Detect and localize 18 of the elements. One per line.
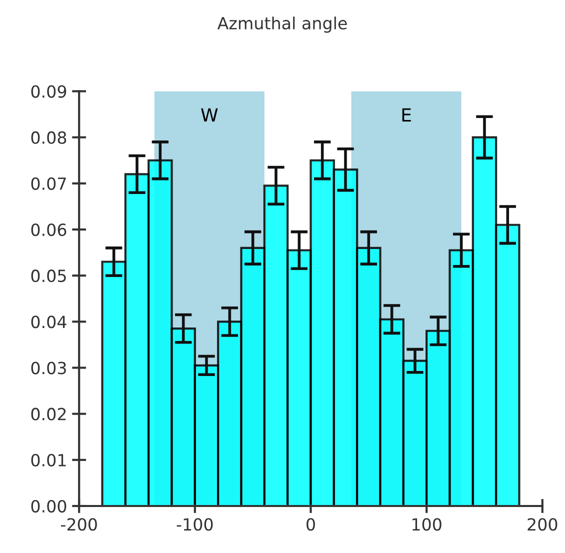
- x-tick-label: -200: [61, 518, 97, 531]
- chart-title: Azmuthal angle: [217, 16, 347, 33]
- x-tick-label: 100: [412, 518, 442, 531]
- y-tick-label: 0.08: [31, 131, 66, 144]
- x-tick-label: 0: [306, 518, 315, 531]
- y-tick-label: 0.00: [31, 500, 66, 513]
- y-tick-label: 0.01: [31, 454, 66, 466]
- band-label: E: [402, 108, 411, 122]
- y-tick-label: 0.05: [31, 270, 66, 282]
- y-tick-label: 0.02: [31, 408, 66, 420]
- x-tick-label: 200: [528, 518, 558, 531]
- y-tick-label: 0.07: [31, 177, 66, 190]
- y-tick-label: 0.03: [31, 362, 66, 374]
- y-tick-label: 0.04: [31, 316, 66, 328]
- y-tick-label: 0.09: [31, 85, 66, 98]
- y-tick-label: 0.06: [31, 223, 66, 236]
- x-tick-label: -100: [176, 518, 213, 531]
- band-label: W: [201, 108, 218, 122]
